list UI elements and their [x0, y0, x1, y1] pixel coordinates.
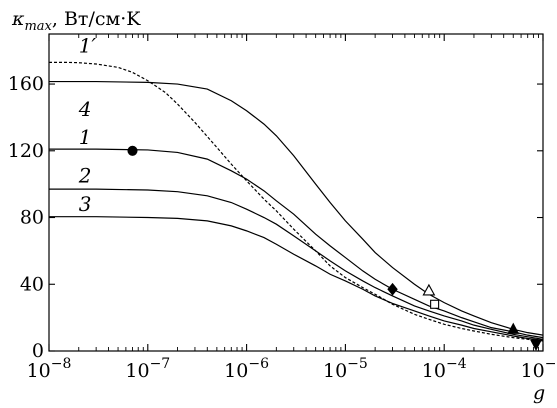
- marker-square-open-4: [430, 299, 440, 309]
- y-tick-label-2: 80: [20, 207, 44, 229]
- y-axis-title: κmax, Вт/см·K: [11, 8, 141, 34]
- curve-labels-group: 1′ 4 1 2 3: [78, 33, 97, 216]
- plot-series-group: [49, 61, 544, 342]
- series-line-2: [49, 80, 544, 336]
- marker-triangle-down-filled-6: [530, 339, 542, 352]
- series-line-5: [49, 216, 544, 341]
- marker-triangle-filled-5: [507, 322, 520, 334]
- series-line-1: [49, 61, 544, 342]
- x-axis-title: g: [533, 382, 545, 404]
- series-label-3: 1: [79, 125, 92, 149]
- series-line-4: [49, 188, 544, 340]
- x-tick-label-5: 10−3: [521, 356, 557, 382]
- x-tick-label-3: 10−5: [323, 356, 368, 382]
- series-line-3: [49, 148, 544, 339]
- x-tick-label-0: 10−8: [27, 356, 72, 382]
- x-tick-label-1: 10−7: [125, 356, 170, 382]
- series-label-5: 3: [79, 192, 92, 216]
- series-label-2: 4: [78, 97, 92, 121]
- markers-group: [127, 145, 542, 352]
- plot-frame: [48, 33, 544, 352]
- axis-ticks-group: 0 40 80 120 160 10−8 10−7 10−6 10−5 10−4 10−3: [8, 34, 557, 382]
- x-tick-label-2: 10−6: [224, 356, 269, 382]
- y-tick-label-1: 40: [20, 273, 44, 295]
- marker-diamond-filled-2: [387, 282, 398, 296]
- series-label-4: 2: [78, 163, 92, 187]
- x-tick-label-4: 10−4: [422, 356, 467, 382]
- y-tick-label-4: 160: [8, 73, 44, 95]
- y-tick-label-0: 0: [32, 340, 44, 362]
- y-axis-symbol: κ: [11, 8, 25, 30]
- y-tick-label-3: 120: [8, 140, 44, 162]
- y-axis-subscript: max: [24, 19, 52, 34]
- marker-circle-filled-1: [127, 145, 138, 156]
- y-axis-units: , Вт/см·K: [52, 8, 141, 30]
- series-label-1: 1′: [79, 33, 97, 57]
- marker-triangle-open-3: [422, 283, 436, 296]
